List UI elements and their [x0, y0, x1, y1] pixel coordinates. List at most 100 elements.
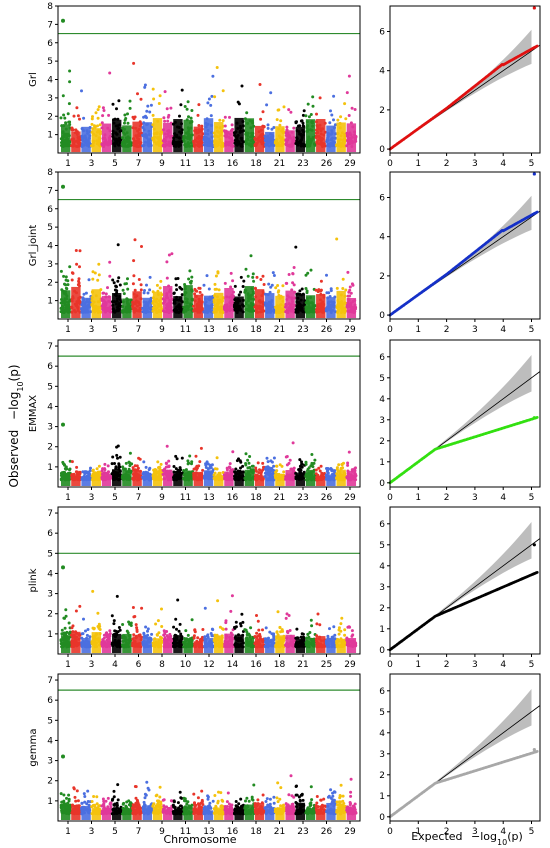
snp-density-band	[122, 125, 132, 153]
snp-point	[163, 90, 167, 94]
x-tick-label: 1	[65, 325, 71, 335]
snp-point	[180, 88, 184, 92]
snp-point	[67, 102, 71, 106]
snp-density-band	[224, 130, 234, 153]
snp-point	[144, 625, 148, 629]
snp-point	[146, 629, 149, 633]
snp-point	[98, 123, 102, 127]
snp-point	[97, 622, 101, 626]
snp-point	[81, 632, 85, 636]
snp-point	[66, 283, 70, 287]
snp-point	[307, 115, 311, 119]
panel-y-label: Grl_joint	[28, 225, 39, 267]
snp-point	[319, 464, 323, 468]
snp-density-band	[81, 126, 91, 153]
snp-point	[111, 455, 115, 459]
snp-point	[237, 293, 241, 297]
snp-point	[180, 456, 184, 460]
snp-point	[335, 466, 339, 470]
x-tick-label: 26	[321, 325, 333, 335]
snp-point	[106, 464, 110, 468]
snp-point	[116, 456, 119, 460]
snp-point	[97, 273, 101, 277]
y-tick-label: 1	[47, 131, 53, 141]
snp-density-band	[244, 118, 255, 153]
snp-point	[254, 466, 258, 470]
snp-point	[301, 121, 305, 125]
qq-x-tick-label: 1	[415, 325, 421, 335]
snp-point	[349, 291, 353, 295]
snp-point	[178, 285, 182, 289]
snp-density-band	[275, 295, 285, 319]
snp-point	[251, 272, 255, 276]
snp-density-band	[285, 130, 295, 153]
snp-point	[121, 288, 125, 292]
snp-point	[85, 633, 89, 637]
snp-point	[70, 460, 74, 464]
snp-point	[197, 103, 201, 107]
snp-point	[187, 115, 190, 119]
snp-point	[275, 464, 279, 468]
y-tick-label: 6	[47, 39, 53, 49]
snp-point	[294, 245, 298, 249]
snp-density-band	[346, 123, 357, 153]
snp-point	[262, 283, 266, 286]
snp-point	[291, 441, 295, 445]
qq-x-tick-label: 2	[444, 159, 450, 169]
snp-density-band	[254, 475, 265, 486]
qq-x-tick-label: 5	[529, 493, 535, 503]
snp-point	[314, 472, 318, 476]
snp-point	[280, 464, 284, 468]
snp-point	[130, 462, 134, 466]
snp-point	[285, 125, 289, 129]
snp-point	[309, 113, 313, 116]
snp-point	[121, 623, 125, 626]
snp-point	[132, 61, 136, 65]
snp-point	[108, 629, 112, 633]
snp-density-band	[132, 291, 142, 319]
qq-x-tick-label: 0	[387, 325, 393, 335]
snp-point	[162, 633, 166, 637]
snp-point	[179, 103, 183, 107]
snp-point	[205, 274, 209, 278]
snp-point	[190, 109, 194, 112]
snp-density-band	[316, 118, 326, 153]
snp-point	[240, 84, 244, 88]
snp-point	[128, 451, 132, 455]
snp-point	[244, 462, 248, 465]
snp-point	[271, 271, 275, 275]
snp-point	[108, 632, 112, 636]
snp-point	[231, 279, 235, 283]
snp-point	[278, 123, 282, 127]
snp-point	[199, 446, 203, 450]
snp-point	[327, 291, 331, 295]
snp-point	[201, 468, 205, 472]
snp-point	[281, 284, 285, 288]
snp-density-band	[71, 631, 81, 653]
snp-point	[299, 468, 303, 472]
snp-point	[188, 454, 192, 458]
snp-point	[343, 102, 347, 106]
snp-point	[234, 467, 238, 471]
snp-point	[336, 118, 340, 122]
panel-y-label: EMMAX	[28, 395, 39, 432]
snp-point	[117, 99, 121, 103]
x-tick-label: 29	[344, 325, 356, 335]
x-tick-label: 18	[250, 493, 262, 503]
snp-point	[269, 91, 273, 95]
snp-point	[216, 271, 220, 275]
snp-point	[317, 466, 321, 470]
manhattan-points	[59, 589, 358, 653]
snp-point	[139, 288, 143, 292]
snp-point	[133, 238, 137, 242]
snp-point	[138, 457, 142, 461]
snp-point	[151, 87, 155, 91]
qq-x-tick-label: 4	[500, 325, 506, 335]
snp-point	[183, 105, 187, 108]
qq-y-tick-label: 5	[379, 374, 385, 384]
snp-point	[145, 283, 148, 287]
snp-point	[96, 611, 100, 615]
snp-point	[133, 464, 137, 468]
snp-point	[78, 265, 81, 269]
snp-density-band	[132, 470, 142, 486]
